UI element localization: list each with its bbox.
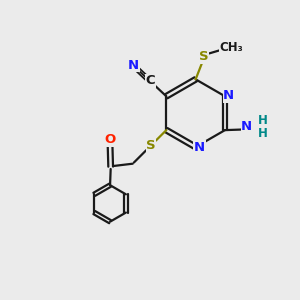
Text: O: O	[104, 133, 116, 146]
Text: C: C	[145, 74, 155, 88]
Text: H: H	[258, 127, 268, 140]
Text: N: N	[241, 119, 252, 133]
Text: H: H	[258, 114, 268, 127]
Text: N: N	[128, 58, 139, 72]
Text: N: N	[194, 141, 205, 154]
Text: N: N	[223, 89, 234, 102]
Text: CH₃: CH₃	[220, 41, 243, 54]
Text: S: S	[146, 139, 156, 152]
Text: S: S	[199, 50, 209, 63]
